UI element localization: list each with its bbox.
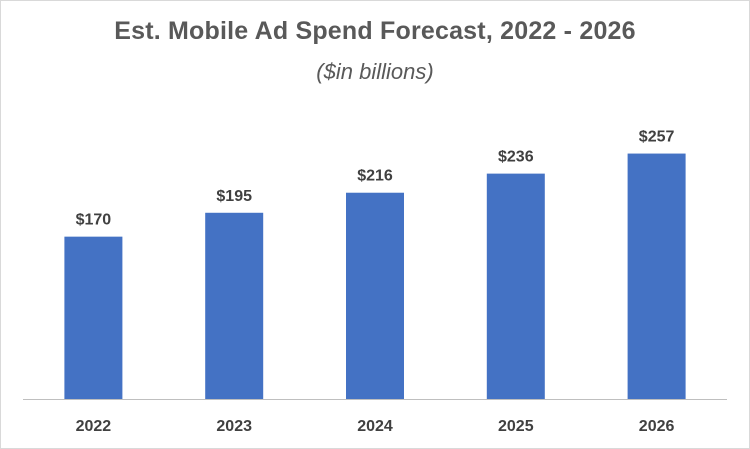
x-tick-label-2022: 2022 (76, 418, 112, 435)
bar-2025 (486, 173, 545, 399)
x-tick-label-2025: 2025 (498, 418, 534, 435)
data-label-2023: $195 (216, 188, 252, 205)
data-label-2025: $236 (498, 149, 534, 166)
data-label-2026: $257 (639, 129, 675, 146)
x-tick-label-2023: 2023 (216, 418, 252, 435)
x-tick-label-2026: 2026 (639, 418, 675, 435)
bar-2024 (346, 192, 404, 399)
data-label-2022: $170 (76, 212, 112, 229)
x-tick-label-2024: 2024 (357, 418, 393, 435)
bar-2026 (627, 153, 686, 399)
bar-2022 (64, 236, 123, 399)
chart-subtitle: ($in billions) (316, 59, 434, 84)
chart-title: Est. Mobile Ad Spend Forecast, 2022 - 20… (114, 17, 636, 45)
bar-2023 (205, 212, 264, 399)
data-label-2024: $216 (357, 168, 393, 185)
